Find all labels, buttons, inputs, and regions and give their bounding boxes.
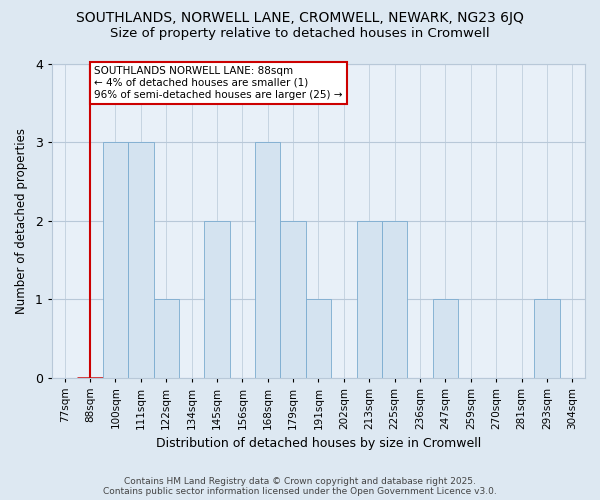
Text: Contains HM Land Registry data © Crown copyright and database right 2025.
Contai: Contains HM Land Registry data © Crown c… — [103, 476, 497, 496]
X-axis label: Distribution of detached houses by size in Cromwell: Distribution of detached houses by size … — [156, 437, 481, 450]
Text: SOUTHLANDS NORWELL LANE: 88sqm
← 4% of detached houses are smaller (1)
96% of se: SOUTHLANDS NORWELL LANE: 88sqm ← 4% of d… — [94, 66, 343, 100]
Bar — [280, 221, 306, 378]
Bar — [534, 299, 560, 378]
Bar — [103, 142, 128, 378]
Text: Size of property relative to detached houses in Cromwell: Size of property relative to detached ho… — [110, 28, 490, 40]
Bar — [255, 142, 280, 378]
Text: SOUTHLANDS, NORWELL LANE, CROMWELL, NEWARK, NG23 6JQ: SOUTHLANDS, NORWELL LANE, CROMWELL, NEWA… — [76, 11, 524, 25]
Bar — [128, 142, 154, 378]
Bar — [306, 299, 331, 378]
Bar — [433, 299, 458, 378]
Bar — [356, 221, 382, 378]
Bar — [382, 221, 407, 378]
Bar — [154, 299, 179, 378]
Y-axis label: Number of detached properties: Number of detached properties — [15, 128, 28, 314]
Bar — [204, 221, 230, 378]
